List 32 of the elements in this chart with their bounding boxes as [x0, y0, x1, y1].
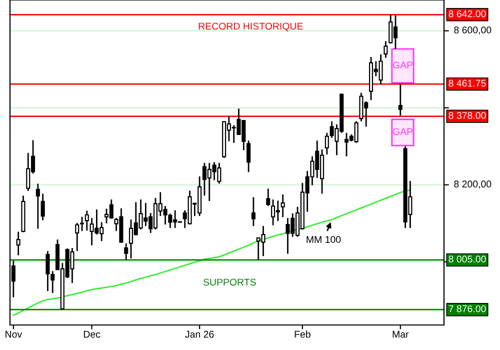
candlestick	[80, 216, 84, 232]
annotation: SUPPORTS	[203, 278, 256, 286]
candlestick	[84, 210, 89, 232]
x-tick-label: Mar	[392, 330, 409, 338]
candlestick	[266, 188, 270, 207]
ref-line-label: 8 005.00	[448, 256, 486, 263]
candlestick	[124, 242, 128, 261]
ref-line-label: 8 461.75	[448, 80, 486, 87]
candlestick	[246, 140, 251, 173]
ref-line-label: 8 378.00	[448, 112, 486, 119]
candlestick	[280, 194, 285, 218]
line-series	[12, 190, 411, 316]
candlestick	[324, 132, 329, 156]
ref-line-label: 7 876.00	[448, 305, 486, 312]
band-label: GAP	[392, 62, 413, 68]
candlestick	[384, 40, 388, 58]
candlestick	[398, 83, 402, 116]
x-tick-label: Feb	[294, 330, 310, 338]
x-tick-label: Jan 26	[185, 330, 214, 338]
series-label: MM 100	[306, 236, 341, 243]
y-tick-label: 8 600,00	[454, 26, 492, 35]
candlestick	[16, 231, 20, 256]
y-tick-label: 8 200,00	[454, 180, 492, 189]
x-tick-label: Nov	[6, 330, 22, 338]
candlestick	[36, 182, 40, 230]
candlestick	[75, 222, 80, 252]
band-label: GAP	[392, 128, 413, 136]
ref-line-label: 8 642.00	[448, 10, 486, 18]
candlestick	[251, 196, 256, 227]
candlestick	[40, 192, 45, 221]
annotation: RECORD HISTORIQUE	[198, 22, 303, 32]
x-tick-label: Dec	[84, 330, 100, 338]
